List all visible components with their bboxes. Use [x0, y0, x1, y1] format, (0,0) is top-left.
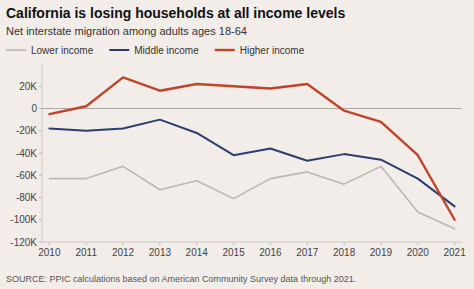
- x-tick-label: 2015: [222, 247, 245, 258]
- legend-label: Middle income: [134, 45, 199, 56]
- legend-item: Lower income: [6, 45, 94, 56]
- x-tick-label: 2013: [149, 247, 172, 258]
- legend: Lower income Middle income Higher income: [6, 45, 305, 56]
- x-tick-label: 2012: [112, 247, 135, 258]
- legend-item: Higher income: [215, 45, 305, 56]
- series-line: [49, 166, 454, 228]
- y-tick-label: 0: [31, 103, 37, 114]
- x-tick-label: 2011: [75, 247, 97, 258]
- y-tick-label: -120K: [10, 237, 37, 248]
- y-tick-label: -60K: [16, 170, 37, 181]
- axes: -120K -100K -80K -60K -40K -20K 0 20K 2010 2011 20…: [10, 64, 466, 258]
- source: SOURCE: PPIC calculations based on Ameri…: [6, 274, 356, 284]
- x-tick-label: 2017: [296, 247, 319, 258]
- y-axis-line: [42, 64, 43, 242]
- legend-item: Middle income: [109, 45, 199, 56]
- y-tick-label: -40K: [16, 148, 37, 159]
- y-tick-label: -80K: [16, 192, 37, 203]
- legend-swatch: [109, 49, 129, 51]
- title: California is losing households at all i…: [6, 5, 345, 21]
- x-tick-label: 2016: [259, 247, 282, 258]
- zero-line: [42, 108, 462, 109]
- subtitle: Net interstate migration among adults ag…: [6, 25, 247, 37]
- x-tick-label: 2020: [407, 247, 430, 258]
- plot-area: [49, 77, 454, 228]
- legend-swatch: [215, 49, 235, 51]
- x-axis-line: [42, 242, 462, 243]
- x-tick-label: 2021: [444, 247, 467, 258]
- y-tick-label: 20K: [19, 81, 37, 92]
- x-tick-label: 2019: [370, 247, 393, 258]
- legend-swatch: [6, 49, 26, 51]
- x-tick-label: 2018: [333, 247, 356, 258]
- x-tick-label: 2014: [186, 247, 209, 258]
- chart: California is losing households at all i…: [0, 0, 474, 289]
- series-line: [49, 77, 454, 219]
- y-tick-label: -20K: [16, 125, 37, 136]
- legend-label: Higher income: [240, 45, 305, 56]
- legend-label: Lower income: [31, 45, 94, 56]
- y-tick-label: -100K: [10, 214, 37, 225]
- x-tick-label: 2010: [38, 247, 61, 258]
